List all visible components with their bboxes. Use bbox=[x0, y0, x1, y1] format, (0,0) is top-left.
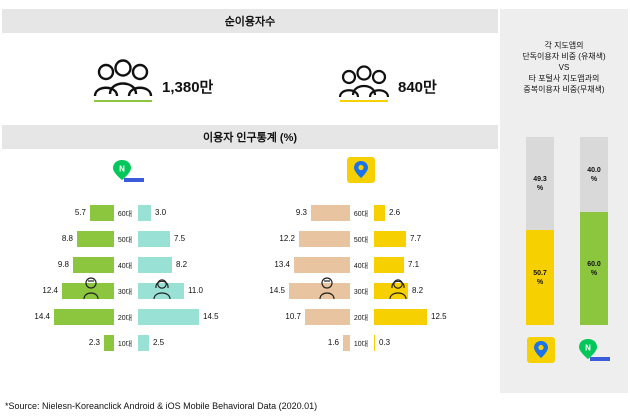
female-person-icon bbox=[152, 276, 172, 305]
male-value-label: 12.2 bbox=[279, 234, 295, 243]
naver-map-logo-icon: N bbox=[112, 158, 146, 184]
male-bar bbox=[294, 257, 350, 273]
male-value-label: 9.8 bbox=[57, 260, 69, 269]
svg-text:N: N bbox=[119, 165, 125, 174]
male-value-label: 5.7 bbox=[74, 208, 86, 217]
age-label: 40대 bbox=[353, 263, 369, 270]
female-bar bbox=[374, 283, 408, 299]
source-note: *Source: Nielesn-Koreanclick Android & i… bbox=[5, 401, 318, 411]
overlap-share-bar: 49.3 % bbox=[526, 137, 554, 230]
age-label: 60대 bbox=[117, 211, 133, 218]
overlap-share-label: 40.0 % bbox=[587, 166, 601, 183]
female-value-label: 8.2 bbox=[176, 260, 188, 269]
share-panel-title-line: VS bbox=[558, 63, 570, 72]
male-value-label: 8.8 bbox=[61, 234, 73, 243]
female-bar bbox=[374, 257, 404, 273]
exclusive-share-bar: 50.7 % bbox=[526, 230, 554, 325]
age-label: 20대 bbox=[117, 315, 133, 322]
female-value-label: 8.2 bbox=[412, 286, 424, 295]
age-label: 30대 bbox=[117, 289, 133, 296]
share-panel-title-line: 중복이용자 비중(무채색) bbox=[523, 85, 605, 94]
female-bar bbox=[374, 335, 375, 351]
naver-user-count: 1,380만 bbox=[162, 79, 214, 96]
female-value-label: 7.7 bbox=[410, 234, 422, 243]
male-bar bbox=[305, 309, 350, 325]
female-value-label: 11.0 bbox=[188, 286, 203, 295]
svg-text:N: N bbox=[585, 344, 591, 353]
share-panel-title-line: 단독이용자 비중 (유채색) bbox=[522, 52, 606, 61]
female-bar bbox=[138, 283, 184, 299]
female-bar bbox=[374, 205, 385, 221]
people-group-green-icon bbox=[92, 58, 154, 104]
female-value-label: 7.5 bbox=[174, 234, 186, 243]
male-bar bbox=[77, 231, 114, 247]
female-bar bbox=[138, 205, 151, 221]
demographics-section-header: 이용자 인구통계 (%) bbox=[2, 125, 498, 149]
kakao-map-logo-icon bbox=[527, 337, 555, 363]
users-section-title: 순이용자수 bbox=[224, 16, 276, 28]
age-label: 50대 bbox=[117, 237, 133, 244]
kakao-map-logo-icon bbox=[347, 157, 375, 183]
male-value-label: 1.6 bbox=[327, 338, 339, 347]
male-bar bbox=[62, 283, 114, 299]
female-value-label: 2.5 bbox=[153, 338, 165, 347]
female-bar bbox=[138, 309, 199, 325]
female-bar bbox=[138, 257, 172, 273]
exclusive-share-label: 50.7 % bbox=[533, 269, 547, 286]
female-bar bbox=[138, 231, 170, 247]
female-person-icon bbox=[388, 276, 408, 305]
share-panel-title-line: 각 지도앱의 bbox=[544, 41, 584, 50]
male-value-label: 10.7 bbox=[285, 312, 301, 321]
users-section-header: 순이용자수 bbox=[2, 9, 498, 33]
female-value-label: 12.5 bbox=[431, 312, 447, 321]
people-group-yellow-icon bbox=[338, 64, 390, 104]
female-value-label: 0.3 bbox=[379, 338, 391, 347]
male-value-label: 2.3 bbox=[88, 338, 100, 347]
exclusive-share-label: 60.0 % bbox=[587, 260, 601, 277]
male-bar bbox=[90, 205, 114, 221]
female-bar bbox=[374, 309, 427, 325]
age-label: 60대 bbox=[353, 211, 369, 218]
male-person-icon bbox=[318, 276, 336, 305]
male-value-label: 14.5 bbox=[269, 286, 285, 295]
age-label: 10대 bbox=[117, 341, 133, 348]
share-panel-title-line: 타 포털사 지도앱과의 bbox=[528, 74, 600, 83]
overlap-share-bar: 40.0 % bbox=[580, 137, 608, 212]
female-bar bbox=[374, 231, 406, 247]
demographics-section-title: 이용자 인구통계 (%) bbox=[202, 132, 298, 144]
exclusive-share-bar: 60.0 % bbox=[580, 212, 608, 325]
male-bar bbox=[311, 205, 350, 221]
female-value-label: 3.0 bbox=[155, 208, 167, 217]
age-label: 50대 bbox=[353, 237, 369, 244]
male-person-icon bbox=[82, 276, 100, 305]
overlap-share-label: 49.3 % bbox=[533, 175, 547, 192]
age-label: 20대 bbox=[353, 315, 369, 322]
age-label: 10대 bbox=[353, 341, 369, 348]
male-value-label: 12.4 bbox=[42, 286, 58, 295]
age-label: 40대 bbox=[117, 263, 133, 270]
kakao-user-count: 840만 bbox=[398, 79, 437, 96]
male-bar bbox=[299, 231, 350, 247]
naver-map-logo-icon: N bbox=[578, 337, 612, 363]
female-bar bbox=[138, 335, 149, 351]
male-bar bbox=[343, 335, 350, 351]
age-label: 30대 bbox=[353, 289, 369, 296]
male-bar bbox=[104, 335, 114, 351]
male-bar bbox=[289, 283, 350, 299]
female-value-label: 2.6 bbox=[389, 208, 401, 217]
male-value-label: 14.4 bbox=[34, 312, 50, 321]
male-bar bbox=[73, 257, 114, 273]
male-bar bbox=[54, 309, 114, 325]
male-value-label: 13.4 bbox=[274, 260, 290, 269]
female-value-label: 14.5 bbox=[203, 312, 219, 321]
female-value-label: 7.1 bbox=[408, 260, 420, 269]
male-value-label: 9.3 bbox=[295, 208, 307, 217]
